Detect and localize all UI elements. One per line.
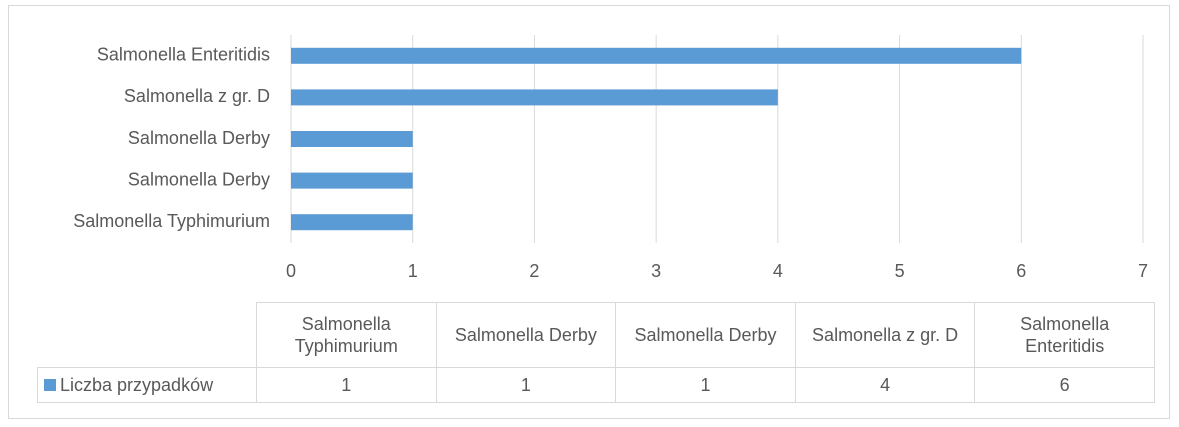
chart: 0 1 2 3 4 5 6 7 Salmonella Typhimurium Salmonella… xyxy=(73,35,1148,281)
legend-key xyxy=(44,379,56,391)
y-tick-label: Salmonella Enteritidis xyxy=(97,45,270,65)
x-tick-label: 0 xyxy=(286,261,296,281)
x-tick-label: 2 xyxy=(529,261,539,281)
table-value-cell: 4 xyxy=(794,367,976,403)
table-value-cell: 1 xyxy=(435,367,617,403)
table-value-cell: 1 xyxy=(256,367,437,403)
bar xyxy=(291,131,413,147)
table-header-cell: Salmonella z gr. D xyxy=(794,302,976,368)
x-tick-label: 1 xyxy=(408,261,418,281)
legend-label: Liczba przypadków xyxy=(60,375,214,395)
bar xyxy=(291,172,413,189)
y-tick-label: Salmonella z gr. D xyxy=(124,86,270,106)
bar xyxy=(291,214,413,231)
y-tick-label: Salmonella Typhimurium xyxy=(73,211,270,231)
table-header-cell: Salmonella Enteritidis xyxy=(974,302,1155,368)
x-tick-label: 3 xyxy=(651,261,661,281)
x-tick-label: 5 xyxy=(895,261,905,281)
x-tick-label: 7 xyxy=(1138,261,1148,281)
table-header-cell: Salmonella Derby xyxy=(435,302,617,368)
table-value-cell: 6 xyxy=(974,367,1155,403)
bar xyxy=(291,89,778,106)
table-header-cell: Salmonella Derby xyxy=(615,302,796,368)
x-tick-label: 6 xyxy=(1016,261,1026,281)
y-tick-label: Salmonella Derby xyxy=(128,169,270,189)
bar xyxy=(291,47,1022,64)
y-tick-label: Salmonella Derby xyxy=(128,128,270,148)
legend-cell: Liczba przypadków xyxy=(37,367,257,403)
x-tick-label: 4 xyxy=(773,261,783,281)
table-value-cell: 1 xyxy=(615,367,796,403)
table-header-cell: Salmonella Typhimurium xyxy=(256,302,437,368)
chart-frame xyxy=(8,5,1170,419)
